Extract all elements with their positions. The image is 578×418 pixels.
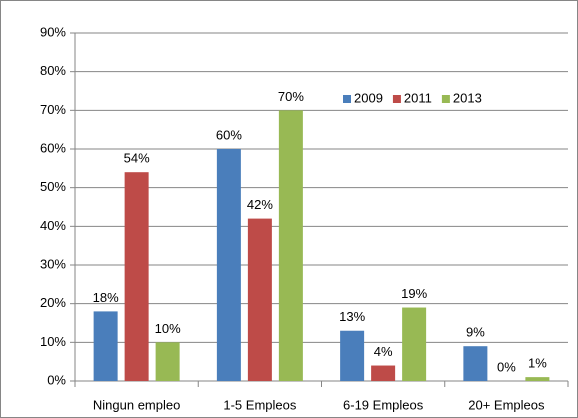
bar — [155, 342, 180, 381]
legend-label: 2011 — [404, 90, 432, 105]
legend-swatch — [343, 95, 351, 103]
y-tick-label: 10% — [40, 334, 66, 349]
x-tick-label: Ningun empleo — [93, 397, 180, 412]
value-label: 19% — [401, 286, 427, 301]
value-label: 70% — [278, 89, 304, 104]
y-tick-label: 60% — [40, 140, 66, 155]
y-tick-label: 40% — [40, 218, 66, 233]
bar — [216, 149, 241, 381]
y-tick-label: 90% — [40, 24, 66, 39]
bar — [340, 330, 365, 381]
value-label: 18% — [93, 290, 119, 305]
legend-swatch — [441, 95, 450, 103]
value-label: 10% — [155, 321, 181, 336]
bar — [371, 365, 396, 381]
legend-swatch — [392, 95, 401, 103]
bar — [278, 110, 303, 381]
value-label: 42% — [247, 197, 273, 212]
bar — [247, 218, 272, 381]
value-label: 1% — [528, 356, 547, 371]
bar — [93, 311, 118, 381]
bar — [124, 172, 149, 381]
legend-label: 2013 — [453, 90, 482, 105]
y-tick-label: 80% — [40, 63, 66, 78]
y-tick-label: 30% — [40, 256, 66, 271]
bar — [525, 377, 550, 381]
value-label: 54% — [124, 151, 150, 166]
y-tick-label: 0% — [47, 372, 66, 387]
bar — [402, 307, 427, 381]
value-label: 9% — [466, 325, 485, 340]
value-label: 13% — [339, 309, 365, 324]
value-label: 0% — [497, 359, 516, 374]
x-tick-label: 20+ Empleos — [468, 397, 545, 412]
value-label: 4% — [374, 344, 393, 359]
bar — [463, 346, 488, 381]
x-tick-label: 1-5 Empleos — [223, 397, 296, 412]
y-tick-label: 70% — [40, 102, 66, 117]
y-tick-label: 20% — [40, 295, 66, 310]
x-tick-label: 6-19 Empleos — [343, 397, 424, 412]
legend-label: 2009 — [354, 90, 383, 105]
value-label: 60% — [216, 127, 242, 142]
y-tick-label: 50% — [40, 179, 66, 194]
